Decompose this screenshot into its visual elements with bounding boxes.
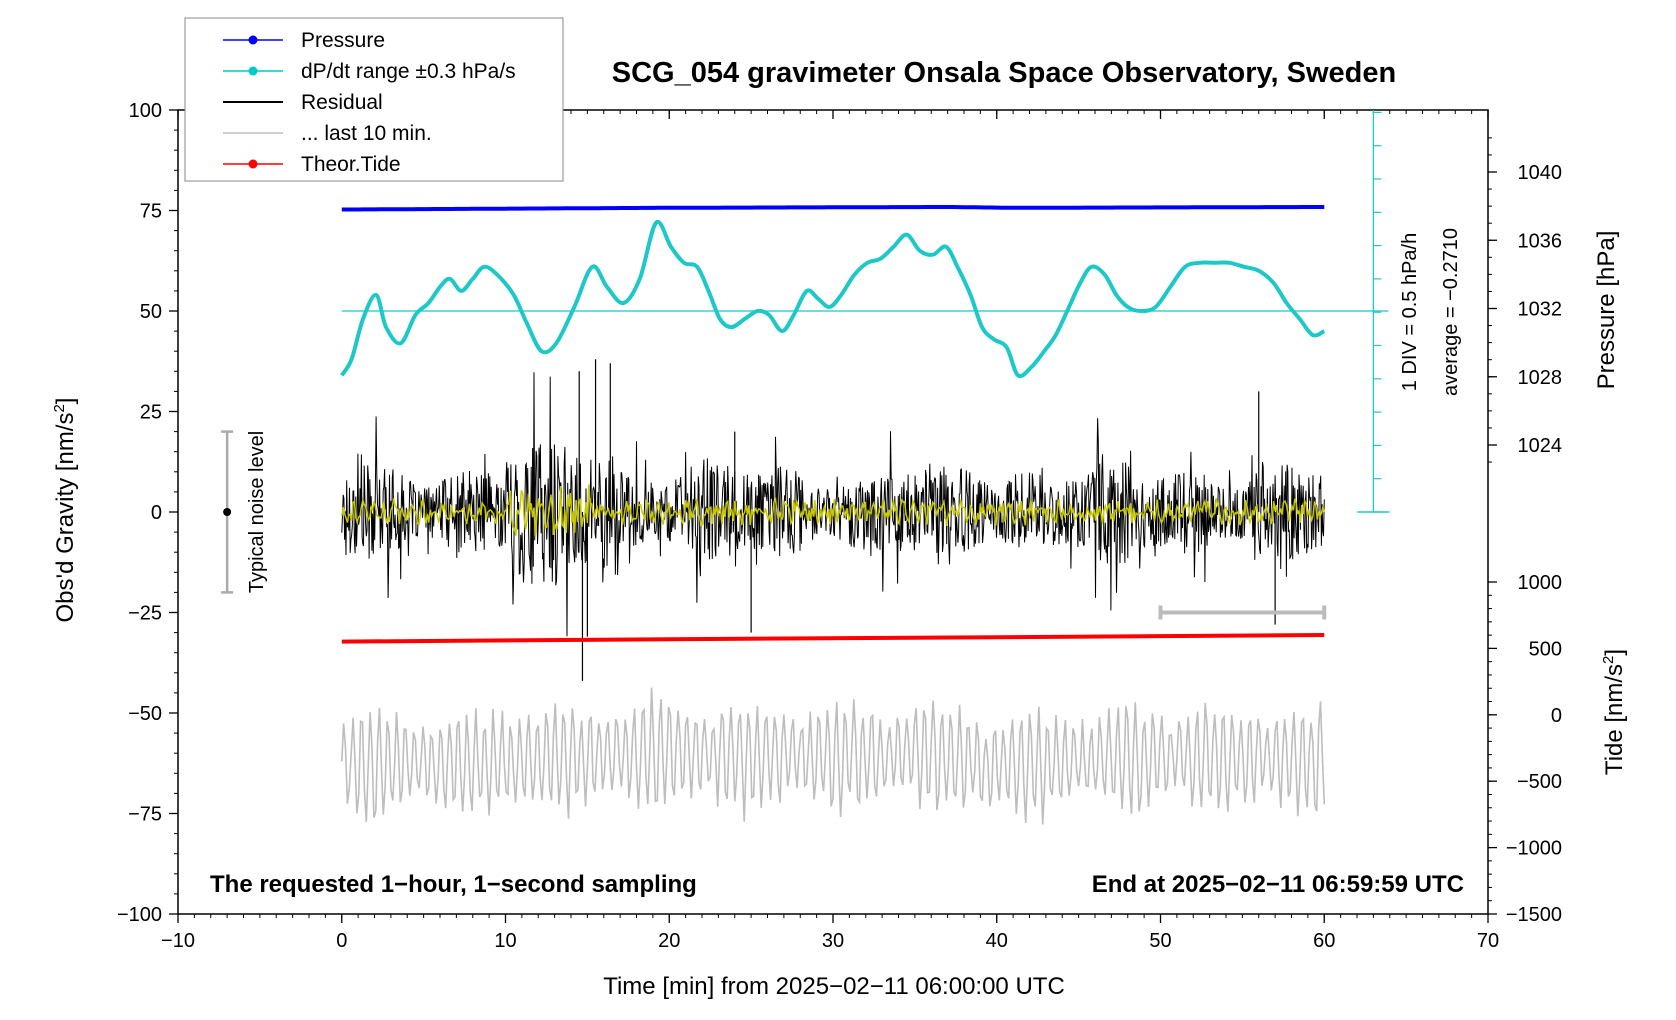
y-tick-label: 0 [151, 502, 162, 524]
note-sampling: The requested 1−hour, 1−second sampling [210, 871, 697, 898]
legend-marker [248, 35, 258, 45]
filtered-residual-line [341, 484, 1326, 537]
y-tick-label: −25 [128, 603, 162, 625]
x-tick-label: 20 [658, 930, 680, 952]
y-tick-label: 75 [140, 201, 162, 223]
residual-line [341, 372, 1325, 637]
legend-item: Pressure [223, 29, 385, 52]
tide-tick-label: 1000 [1518, 572, 1563, 594]
tide-tick-label: 0 [1551, 705, 1562, 727]
y-tick-label: −50 [128, 703, 162, 725]
y-tick-label: 50 [140, 301, 162, 323]
x-tick-label: 50 [1149, 930, 1171, 952]
tide-tick-label: −1000 [1506, 838, 1562, 860]
legend-label: Theor.Tide [301, 153, 401, 176]
y-tick-label: −100 [117, 904, 162, 926]
legend-label: ... last 10 min. [301, 122, 432, 145]
axis-ticks: −10 0 10 20 30 40 50 60 70−100−75−50−25025507510… [117, 100, 1562, 952]
x-tick-label: 40 [986, 930, 1008, 952]
y-axis-label-main: Obs'd Gravity [nm/s [52, 413, 79, 623]
legend-marker [248, 159, 258, 169]
tide-tick-label: −500 [1517, 771, 1562, 793]
legend-item: dP/dt range ±0.3 hPa/s [223, 60, 516, 83]
pressure-tick-label: 1028 [1518, 367, 1563, 389]
x-axis-label: Time [min] from 2025−02−11 06:00:00 UTC [603, 973, 1065, 1000]
legend-label: Pressure [301, 29, 385, 52]
noise-level-dot [223, 508, 232, 516]
pressure-tick-label: 1040 [1518, 162, 1563, 184]
y-tick-label: −75 [128, 804, 162, 826]
legend-label: dP/dt range ±0.3 hPa/s [301, 60, 516, 83]
legend-item: Residual [223, 91, 383, 114]
tide-axis-label-sup: 2 [1600, 656, 1617, 664]
annotations [221, 110, 1390, 620]
note-end-time: End at 2025−02−11 06:59:59 UTC [1092, 871, 1464, 898]
x-tick-label: 60 [1313, 930, 1335, 952]
x-tick-label: 30 [822, 930, 844, 952]
legend-box [184, 17, 564, 182]
last10-line [341, 687, 1326, 825]
x-tick-label: 10 [494, 930, 516, 952]
tide-axis-label: Tide [nm/s2] [1600, 649, 1628, 775]
tide-line [341, 633, 1325, 644]
y-axis-label: Obs'd Gravity [nm/s2] [51, 398, 79, 623]
y-tick-label: 100 [129, 100, 162, 122]
legend-label: Residual [301, 91, 383, 114]
y-axis-label-sup: 2 [51, 404, 68, 412]
noise-level-label: Typical noise level [246, 431, 268, 593]
tide-tick-label: 500 [1529, 638, 1562, 660]
pressure-axis-label: Pressure [hPa] [1593, 231, 1620, 390]
pressure-tick-label: 1024 [1518, 435, 1563, 457]
dpdt-average-label: average = −0.2710 [1440, 228, 1462, 396]
chart-title: SCG_054 gravimeter Onsala Space Observat… [612, 57, 1396, 89]
pressure-tick-label: 1036 [1518, 230, 1563, 252]
pressure-line [341, 205, 1325, 212]
legend-item: Theor.Tide [223, 153, 401, 176]
tide-axis-label-main: Tide [nm/s [1601, 664, 1628, 775]
y-tick-label: 25 [140, 402, 162, 424]
legend: Pressure dP/dt range ±0.3 hPa/s Residual..… [184, 17, 564, 182]
x-tick-label: 70 [1477, 930, 1499, 952]
legend-marker [248, 66, 258, 76]
tide-tick-label: −1500 [1506, 904, 1562, 926]
legend-item: ... last 10 min. [223, 122, 432, 145]
x-tick-label: −10 [161, 930, 195, 952]
x-tick-label: 0 [336, 930, 347, 952]
dpdt-div-label: 1 DIV = 0.5 hPa/h [1399, 233, 1421, 391]
y-axis-label-close: ] [52, 398, 79, 405]
tide-axis-label-close: ] [1601, 649, 1628, 656]
pressure-tick-label: 1032 [1518, 299, 1563, 321]
